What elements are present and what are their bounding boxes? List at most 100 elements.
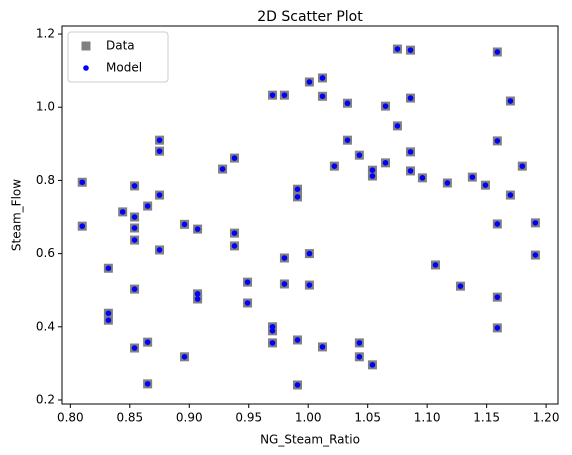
model-point — [181, 221, 188, 228]
x-tick-label: 1.20 — [533, 411, 560, 425]
x-tick-label: 1.00 — [295, 411, 322, 425]
model-point — [244, 279, 251, 285]
model-point — [306, 282, 313, 288]
model-point — [194, 291, 201, 297]
model-point — [281, 281, 288, 287]
model-point — [231, 230, 238, 236]
model-point — [382, 103, 389, 109]
legend-label: Model — [106, 61, 142, 75]
model-point — [507, 98, 514, 104]
model-point — [105, 310, 112, 317]
model-point — [244, 300, 251, 306]
model-point — [219, 166, 226, 172]
model-point — [407, 149, 414, 155]
model-point — [394, 46, 401, 52]
model-point — [144, 339, 151, 345]
legend-marker — [81, 41, 91, 51]
model-point — [306, 79, 313, 85]
model-point — [382, 160, 389, 166]
model-point — [532, 252, 539, 258]
model-point — [407, 47, 414, 53]
model-point — [469, 174, 476, 180]
model-point — [144, 381, 151, 387]
model-point — [331, 163, 338, 169]
model-point — [105, 317, 112, 324]
model-point — [356, 152, 363, 158]
x-tick-label: 1.10 — [414, 411, 441, 425]
model-point — [294, 382, 301, 388]
x-tick-label: 1.15 — [473, 411, 500, 425]
model-point — [144, 203, 151, 209]
model-point — [494, 325, 501, 331]
x-axis-label: NG_Steam_Ratio — [260, 433, 360, 447]
model-point — [181, 353, 188, 360]
y-axis-label: Steam_Flow — [10, 179, 24, 251]
model-point — [482, 182, 489, 188]
model-point — [319, 75, 326, 81]
model-point — [294, 186, 301, 193]
model-point — [131, 225, 138, 231]
plot-frame — [61, 25, 559, 405]
y-tick-label: 0.4 — [36, 319, 55, 333]
model-point — [119, 209, 126, 215]
x-tick-label: 0.85 — [116, 411, 143, 425]
model-point — [269, 92, 276, 98]
legend-box — [67, 31, 169, 83]
model-point — [231, 243, 238, 249]
y-tick-label: 1.2 — [36, 27, 55, 41]
y-tick-label: 0.8 — [36, 173, 55, 187]
model-point — [319, 93, 326, 100]
model-point — [79, 223, 86, 229]
x-tick-label: 0.95 — [235, 411, 262, 425]
model-point — [294, 337, 301, 343]
y-tick-label: 1.0 — [36, 100, 55, 114]
model-point — [494, 49, 501, 55]
model-point — [369, 167, 376, 173]
model-point — [131, 183, 138, 189]
y-tick-label: 0.6 — [36, 246, 55, 260]
model-point — [369, 362, 376, 368]
model-point — [356, 340, 363, 346]
model-point — [105, 265, 112, 272]
model-point — [394, 123, 401, 129]
model-point — [131, 286, 138, 292]
model-point — [131, 237, 138, 243]
model-point — [494, 138, 501, 144]
model-point — [269, 340, 276, 346]
model-point — [194, 296, 201, 302]
x-tick-label: 1.05 — [354, 411, 381, 425]
model-point — [294, 194, 301, 200]
model-point — [281, 255, 288, 261]
model-point — [131, 345, 138, 351]
y-tick-label: 0.2 — [36, 392, 55, 406]
model-point — [457, 283, 464, 289]
model-point — [407, 95, 414, 101]
model-point — [269, 323, 276, 330]
model-point — [156, 137, 163, 143]
model-point — [281, 92, 288, 98]
x-tick-label: 0.90 — [176, 411, 203, 425]
model-point — [194, 226, 201, 232]
model-point — [344, 137, 351, 143]
model-point — [156, 192, 163, 198]
model-point — [494, 221, 501, 227]
model-point — [369, 173, 376, 179]
model-point — [432, 262, 439, 268]
model-point — [407, 168, 414, 174]
legend-label: Data — [106, 39, 135, 53]
chart-title: 2D Scatter Plot — [257, 9, 363, 25]
model-point — [156, 148, 163, 154]
model-point — [156, 247, 163, 253]
x-tick-label: 0.80 — [57, 411, 84, 425]
model-point — [532, 220, 539, 226]
model-point — [306, 250, 313, 257]
model-point — [494, 294, 501, 300]
legend-marker — [83, 65, 89, 71]
model-point — [356, 353, 363, 360]
model-point — [131, 214, 138, 220]
model-point — [269, 328, 276, 334]
model-point — [507, 192, 514, 198]
model-point — [344, 100, 351, 107]
model-point — [419, 175, 426, 181]
